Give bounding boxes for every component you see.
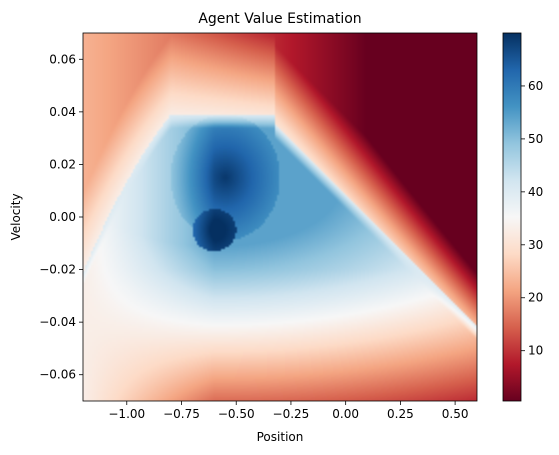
y-tick-label: −0.02	[39, 263, 76, 277]
colorbar-tick-label: 50	[528, 132, 543, 146]
x-tick-label: 0.50	[442, 407, 469, 421]
x-tick-label: −0.25	[273, 407, 310, 421]
colorbar-tick-label: 60	[528, 79, 543, 93]
heatmap-image	[83, 33, 477, 401]
x-axis-label: Position	[257, 430, 304, 444]
y-tick-label: 0.00	[49, 210, 76, 224]
colorbar-tick-label: 40	[528, 185, 543, 199]
x-tick-label: −1.00	[108, 407, 145, 421]
colorbar	[503, 33, 521, 401]
y-tick-label: −0.04	[39, 315, 76, 329]
chart-title: Agent Value Estimation	[198, 11, 361, 27]
y-tick-label: −0.06	[39, 368, 76, 382]
x-tick-label: −0.75	[163, 407, 200, 421]
heatmap-area	[83, 33, 477, 401]
x-tick-label: 0.00	[332, 407, 359, 421]
colorbar-tick-label: 10	[528, 344, 543, 358]
x-tick-label: −0.50	[218, 407, 255, 421]
y-tick-label: 0.02	[49, 157, 76, 171]
colorbar-tick-label: 20	[528, 291, 543, 305]
x-axis: −1.00 −0.75 −0.50 −0.25 0.00 0.25 0.50	[108, 401, 468, 421]
colorbar-frame	[502, 32, 522, 402]
y-tick-label: 0.04	[49, 105, 76, 119]
x-tick-label: 0.25	[387, 407, 414, 421]
y-tick-label: 0.06	[49, 52, 76, 66]
colorbar-tick-label: 30	[528, 238, 543, 252]
y-axis: 0.06 0.04 0.02 0.00 −0.02 −0.04 −0.06	[39, 52, 83, 382]
colorbar-axis: 10 20 30 40 50 60	[521, 79, 543, 358]
y-axis-label: Velocity	[9, 193, 23, 240]
